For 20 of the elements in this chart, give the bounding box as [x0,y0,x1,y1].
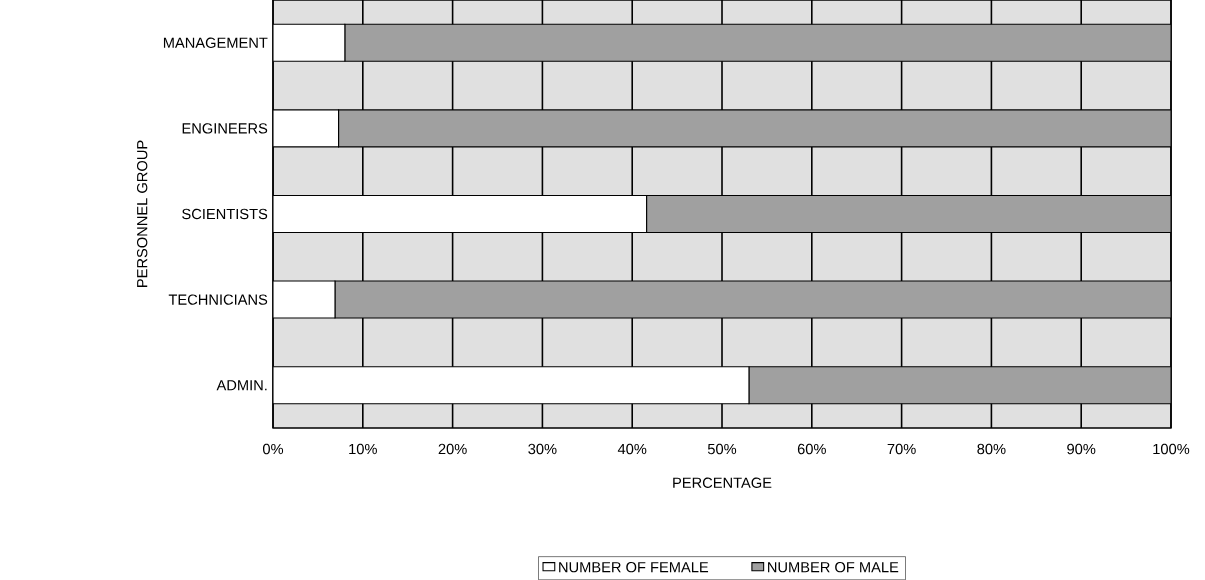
legend-label: NUMBER OF MALE [768,562,899,573]
x-tick-label: 100% [1153,443,1190,455]
y-tick-label: ADMIN. [216,380,267,391]
x-tick-label: 80% [977,443,1006,455]
x-tick-label: 40% [617,443,647,455]
y-tick-label: ENGINEERS [182,123,268,134]
x-tick-label: 60% [797,443,826,455]
y-tick-label: SCIENTISTS [182,208,268,220]
x-tick-label: 10% [349,443,377,455]
x-tick-label: 30% [528,443,557,455]
y-tick-label: MANAGEMENT [163,37,268,48]
legend-label: NUMBER OF FEMALE [559,562,709,573]
y-tick-label: TECHNICIANS [168,294,268,305]
x-tick-label: 0% [262,443,284,455]
x-tick-label: 50% [707,443,737,455]
x-tick-label: 90% [1067,443,1096,455]
x-axis-title: PERCENTAGE [673,477,772,488]
x-tick-label: 20% [438,443,467,455]
x-tick-label: 70% [887,443,916,455]
y-axis-title: PERSONNEL GROUP [136,140,148,287]
